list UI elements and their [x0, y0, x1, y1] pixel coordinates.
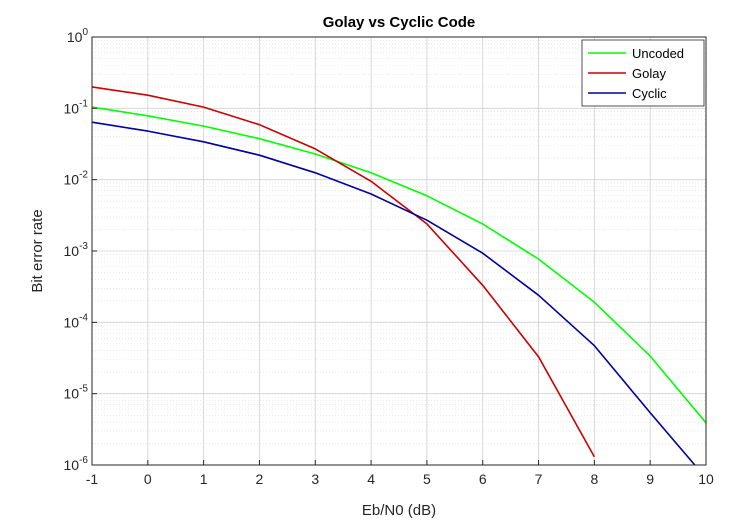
x-tick-label: 2: [256, 471, 264, 487]
x-tick-label: 8: [590, 471, 598, 487]
x-tick-label: 3: [311, 471, 319, 487]
x-tick-label: 0: [144, 471, 152, 487]
x-axis-title: Eb/N0 (dB): [362, 502, 436, 519]
x-tick-label: 1: [200, 471, 208, 487]
x-tick-label: 5: [423, 471, 431, 487]
legend-label-golay: Golay: [632, 66, 666, 81]
y-tick-label: 10-2: [64, 170, 89, 188]
series-line-golay: [91, 86, 596, 458]
x-tick-label: -1: [86, 471, 99, 487]
legend: Uncoded Golay Cyclic: [581, 39, 705, 107]
x-tick-label: 9: [646, 471, 654, 487]
x-tick-label: 10: [698, 471, 714, 487]
chart-title: Golay vs Cyclic Code: [323, 14, 476, 31]
x-tick-label: 6: [479, 471, 487, 487]
x-tick-label: 7: [535, 471, 543, 487]
x-tick-label: 4: [367, 471, 375, 487]
axis-ticks: -1 0 1 2 3 4 5 6 7 8 9 10 10-6 10-5 10-4 10-3 10-2 10-1 10…: [64, 27, 714, 487]
y-tick-label: 100: [67, 27, 89, 45]
legend-label-uncoded: Uncoded: [632, 46, 684, 61]
y-tick-label: 10-6: [64, 455, 89, 473]
y-tick-label: 10-4: [64, 312, 89, 330]
series-lines: [91, 86, 707, 466]
y-tick-label: 10-1: [64, 98, 89, 116]
y-tick-label: 10-3: [64, 241, 89, 259]
y-axis-title: Bit error rate: [29, 209, 46, 292]
series-line-uncoded: [91, 106, 707, 424]
series-line-cyclic: [91, 121, 696, 466]
y-tick-label: 10-5: [64, 384, 89, 402]
legend-label-cyclic: Cyclic: [632, 86, 667, 101]
